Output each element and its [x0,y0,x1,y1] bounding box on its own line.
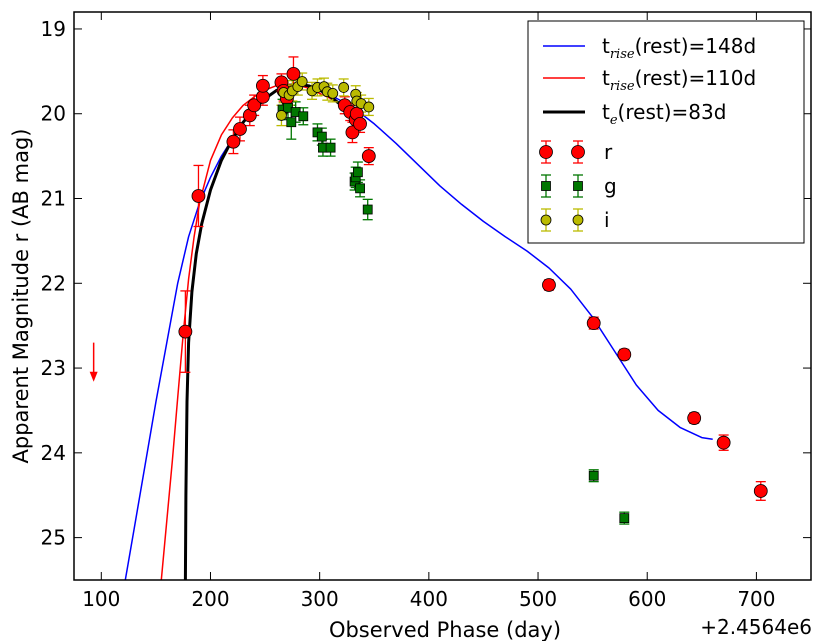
x-tick-label: 400 [410,587,448,611]
data-point-r [255,78,270,93]
data-point-g [619,513,630,524]
data-point-r [247,98,262,113]
data-point-g [352,167,363,178]
data-point-i [338,82,350,93]
legend-marker-g [541,181,551,191]
data-point-r [586,316,601,331]
y-tick-label: 19 [41,17,66,41]
x-tick-label: 700 [737,587,775,611]
legend-label-g: g [604,174,617,198]
data-point-r [191,189,206,203]
data-point-g [355,183,365,194]
data-point-r [542,278,556,292]
legend: trise(rest)=148d trise(rest)=110d te(rest)… [527,20,805,244]
x-axis-title: Observed Phase (day) [329,618,561,641]
data-point-r [753,484,768,498]
data-markers [178,66,768,524]
legend-label-rise148: trise(rest)=148d [602,34,756,62]
data-point-r [687,411,702,425]
legend-marker-r [571,145,585,159]
y-tick-label: 24 [41,441,66,465]
legend-label-e83: te(rest)=83d [602,100,726,128]
data-point-r [286,66,301,81]
data-point-r [233,122,247,136]
legend-marker-r [539,145,553,159]
x-tick-label: 200 [191,587,229,611]
x-tick-label: 600 [628,587,666,611]
x-tick-label: 100 [82,587,120,611]
legend-label-r: r [604,140,613,164]
data-point-i [296,76,308,87]
legend-label-i: i [604,208,610,232]
x-tick-label: 500 [519,587,557,611]
upper-limit [89,342,98,382]
data-point-r [716,435,731,450]
data-point-g [325,142,336,153]
data-point-g [298,111,309,122]
data-point-g [286,117,297,128]
data-point-r [226,134,241,149]
axis-ticks: 100 200 300 400 500 600 700 19 20 21 22 23 24 25 [41,12,811,611]
data-point-r [361,149,376,164]
data-point-i [363,101,375,113]
legend-label-rise110: trise(rest)=110d [602,66,756,94]
plot-frame [73,11,812,581]
data-point-r [353,117,367,131]
legend-box [527,20,805,244]
data-point-i [276,110,287,121]
upper-limit-arrow-head [89,371,98,382]
data-point-i [327,87,339,99]
x-tick-label: 300 [301,587,339,611]
y-axis-title: Apparent Magnitude r (AB mag) [9,129,33,464]
y-tick-label: 21 [41,187,66,211]
legend-marker-g [573,181,583,191]
data-point-g [362,204,373,215]
data-point-r [617,347,632,362]
y-tick-label: 20 [41,102,66,126]
y-tick-label: 25 [41,526,66,550]
legend-marker-i [572,214,584,226]
y-tick-label: 23 [41,356,66,380]
y-tick-label: 22 [41,271,66,295]
data-point-g [588,470,599,481]
data-point-r [178,324,193,339]
data-point-g [316,131,327,142]
legend-marker-i [540,214,552,226]
x-offset-label: +2.4564e6 [700,615,812,639]
model-line-rise148 [124,83,713,580]
